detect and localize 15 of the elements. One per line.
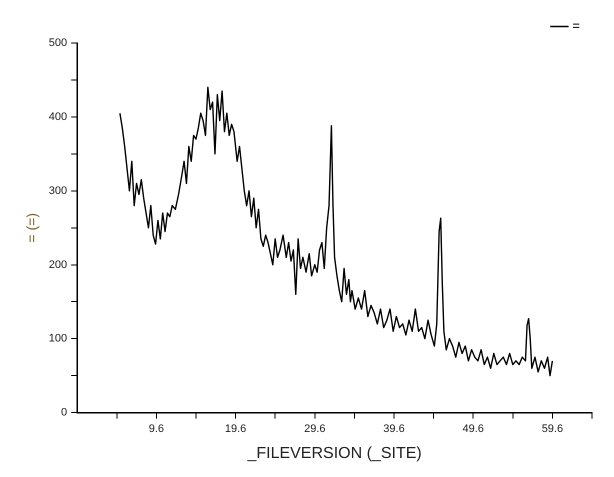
x-tick-label: 49.6 bbox=[462, 423, 484, 436]
x-tick-label: 19.6 bbox=[224, 423, 246, 436]
y-tick-label: 500 bbox=[48, 37, 68, 50]
x-tick-label: 59.6 bbox=[542, 423, 564, 436]
y-tick-label: 0 bbox=[61, 406, 68, 419]
legend-label: = bbox=[572, 18, 580, 34]
y-tick-label: 100 bbox=[48, 332, 68, 345]
y-tick-label: 300 bbox=[48, 184, 68, 197]
y-tick-label: 400 bbox=[48, 110, 68, 123]
x-tick-label: 39.6 bbox=[383, 423, 405, 436]
x-tick-label: 9.6 bbox=[148, 423, 164, 436]
x-axis-title: _FILEVERSION (_SITE) bbox=[246, 444, 422, 462]
x-tick-label: 29.6 bbox=[304, 423, 326, 436]
y-tick-label: 200 bbox=[48, 258, 68, 271]
y-axis-title: = (=) bbox=[23, 213, 40, 243]
